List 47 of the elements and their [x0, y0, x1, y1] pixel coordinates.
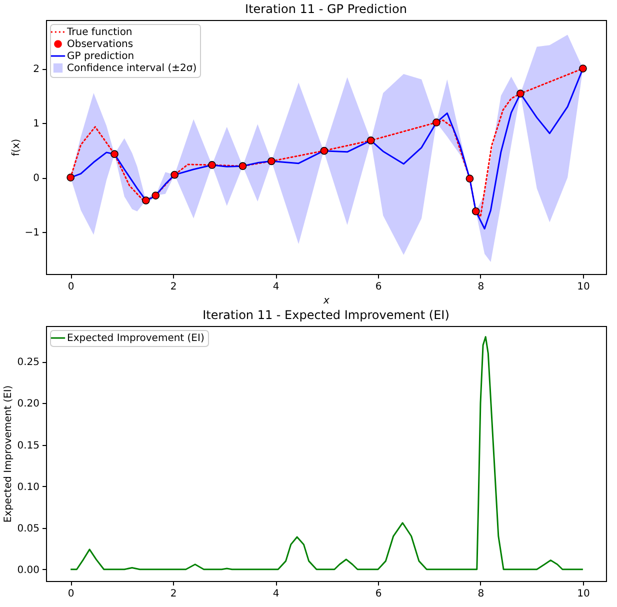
point [516, 90, 524, 98]
x-tick-label: 2 [170, 588, 177, 600]
y-tick-label: 0 [33, 173, 40, 184]
point [208, 161, 216, 169]
chart-title: Iteration 11 - Expected Improvement (EI) [202, 308, 450, 322]
y-tick-label: 0.05 [17, 523, 40, 534]
y-tick-label: 0.25 [17, 357, 40, 368]
point [320, 146, 328, 155]
x-tick-label: 8 [478, 282, 484, 292]
y-axis-title: Expected Improvement (EI) [3, 385, 14, 523]
legend-label: Expected Improvement (EI) [67, 333, 204, 344]
x-tick-label: 6 [375, 282, 382, 292]
x-tick-label: 10 [577, 282, 590, 292]
y-tick-label: 2 [33, 64, 40, 76]
legend-label: GP prediction [67, 51, 134, 62]
point [66, 174, 75, 182]
x-tick-label: 8 [478, 588, 484, 600]
x-tick-label: 2 [170, 282, 177, 292]
point [432, 118, 440, 126]
x-tick-label: 4 [272, 588, 280, 600]
x-axis-title: x [322, 296, 330, 306]
point [466, 174, 474, 183]
point [579, 64, 587, 72]
y-axis-title: f(x) [10, 138, 22, 156]
y-tick-label: −1 [24, 228, 40, 239]
point [142, 196, 150, 204]
y-tick-label: 0.15 [17, 440, 40, 452]
x-tick-label: 0 [68, 282, 74, 292]
point [366, 136, 375, 144]
y-tick-label: 0.20 [17, 398, 40, 410]
legend-label: Observations [67, 39, 134, 50]
point [472, 207, 480, 216]
legend-label: True function [66, 27, 132, 38]
legend-label: Confidence interval (±2σ) [67, 63, 197, 74]
point [268, 157, 276, 166]
y-tick-label: 0.00 [17, 564, 40, 576]
y-tick-label: 0.10 [17, 482, 40, 493]
x-tick-label: 6 [375, 588, 382, 600]
point [170, 170, 179, 179]
point [110, 150, 118, 158]
y-tick-label: 1 [33, 118, 40, 130]
x-tick-label: 0 [68, 588, 74, 600]
chart-title: Iteration 11 - GP Prediction [245, 2, 407, 16]
point [238, 162, 247, 170]
x-tick-label: 10 [577, 588, 590, 600]
point [152, 192, 160, 200]
x-tick-label: 4 [272, 282, 280, 292]
